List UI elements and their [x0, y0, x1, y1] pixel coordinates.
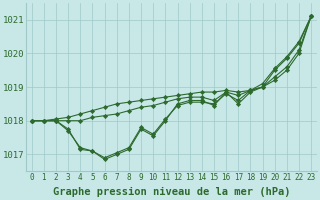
- X-axis label: Graphe pression niveau de la mer (hPa): Graphe pression niveau de la mer (hPa): [53, 187, 290, 197]
